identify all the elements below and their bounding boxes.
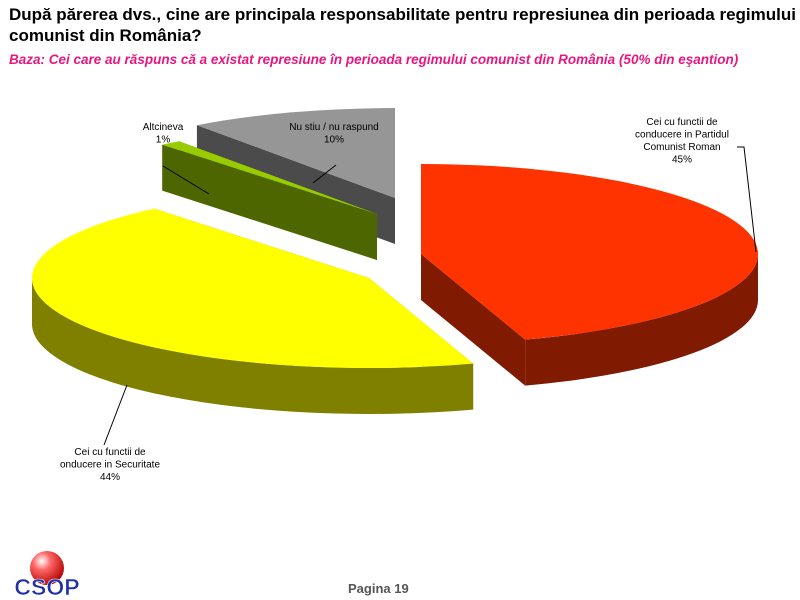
- slice-top: [31, 208, 474, 369]
- slice-side: [32, 278, 474, 415]
- pie-slice: [162, 141, 377, 260]
- slice-label: Altcineva 1%: [143, 122, 184, 146]
- slice-label: Cei cu functii de onducere in Securitate 4…: [60, 447, 161, 483]
- slice-label: Nu stiu / nu raspund 10%: [289, 122, 379, 146]
- slice-side: [525, 254, 758, 386]
- slice-wall: [178, 141, 377, 260]
- slice-top: [162, 141, 377, 214]
- leader-line: [162, 165, 210, 195]
- slice-top: [421, 164, 759, 340]
- question-title: După părerea dvs., cine are principala r…: [9, 5, 796, 45]
- leader-line: [312, 164, 337, 184]
- csop-logo: CSOP: [14, 551, 80, 598]
- base-subtitle: Baza: Cei care au răspuns că a existat r…: [9, 52, 739, 67]
- svg-text:CSOP: CSOP: [14, 574, 79, 598]
- slice-label: Cei cu functii de conducere in Partidul Co…: [635, 117, 729, 166]
- slice-wall: [421, 254, 526, 386]
- leader-line: [103, 384, 128, 446]
- pie-slice: [31, 208, 474, 415]
- pie-slice: [421, 164, 759, 386]
- leader-line: [737, 146, 757, 253]
- slice-top: [196, 108, 395, 198]
- page-number: Pagina 19: [348, 581, 409, 596]
